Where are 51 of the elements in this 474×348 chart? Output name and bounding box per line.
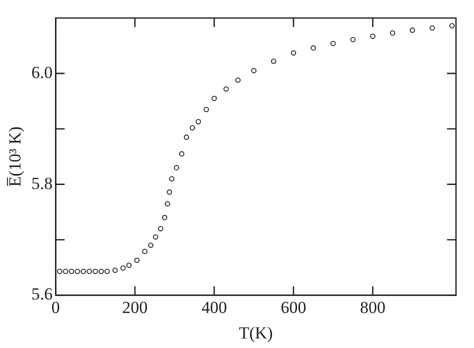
x-tick-label: 600 bbox=[280, 298, 306, 317]
point bbox=[174, 165, 180, 170]
point bbox=[120, 265, 126, 271]
point bbox=[68, 268, 74, 274]
point bbox=[390, 30, 396, 36]
point bbox=[196, 119, 201, 124]
point bbox=[410, 28, 416, 33]
point bbox=[142, 248, 148, 254]
point bbox=[271, 58, 276, 64]
y-tick-label: 5.8 bbox=[31, 174, 53, 193]
point bbox=[62, 268, 68, 274]
point bbox=[449, 23, 455, 28]
point bbox=[162, 214, 168, 220]
x-tick-label: 400 bbox=[201, 298, 227, 317]
point bbox=[184, 134, 190, 140]
point bbox=[212, 96, 217, 102]
point bbox=[166, 189, 172, 195]
y-tick-label: 5.6 bbox=[31, 284, 53, 304]
x-tick-label: 0 bbox=[51, 298, 60, 317]
point bbox=[112, 268, 118, 273]
point bbox=[290, 50, 296, 56]
point bbox=[134, 258, 140, 263]
y-tick-label: 6.0 bbox=[31, 62, 53, 82]
point bbox=[204, 106, 209, 112]
point bbox=[164, 201, 170, 206]
point bbox=[370, 34, 376, 39]
point bbox=[223, 86, 229, 92]
y-axis-title: E̅(10³ K) bbox=[6, 126, 25, 187]
point bbox=[251, 68, 256, 74]
point bbox=[430, 25, 435, 31]
point bbox=[179, 151, 184, 156]
point bbox=[148, 242, 154, 248]
point bbox=[152, 234, 158, 240]
point bbox=[310, 45, 316, 51]
point bbox=[80, 268, 86, 274]
point bbox=[56, 268, 62, 274]
point bbox=[126, 262, 132, 268]
x-tick-label: 200 bbox=[122, 298, 148, 317]
x-axis-title: T(K) bbox=[238, 323, 273, 342]
point bbox=[104, 268, 110, 274]
point bbox=[169, 176, 174, 182]
point bbox=[235, 77, 241, 83]
point bbox=[350, 36, 356, 42]
point bbox=[92, 268, 98, 274]
x-tick-label: 800 bbox=[360, 298, 386, 317]
point bbox=[74, 268, 80, 274]
point bbox=[190, 125, 196, 130]
point bbox=[98, 268, 104, 274]
point bbox=[330, 40, 336, 46]
point bbox=[158, 226, 164, 232]
point bbox=[86, 268, 92, 274]
